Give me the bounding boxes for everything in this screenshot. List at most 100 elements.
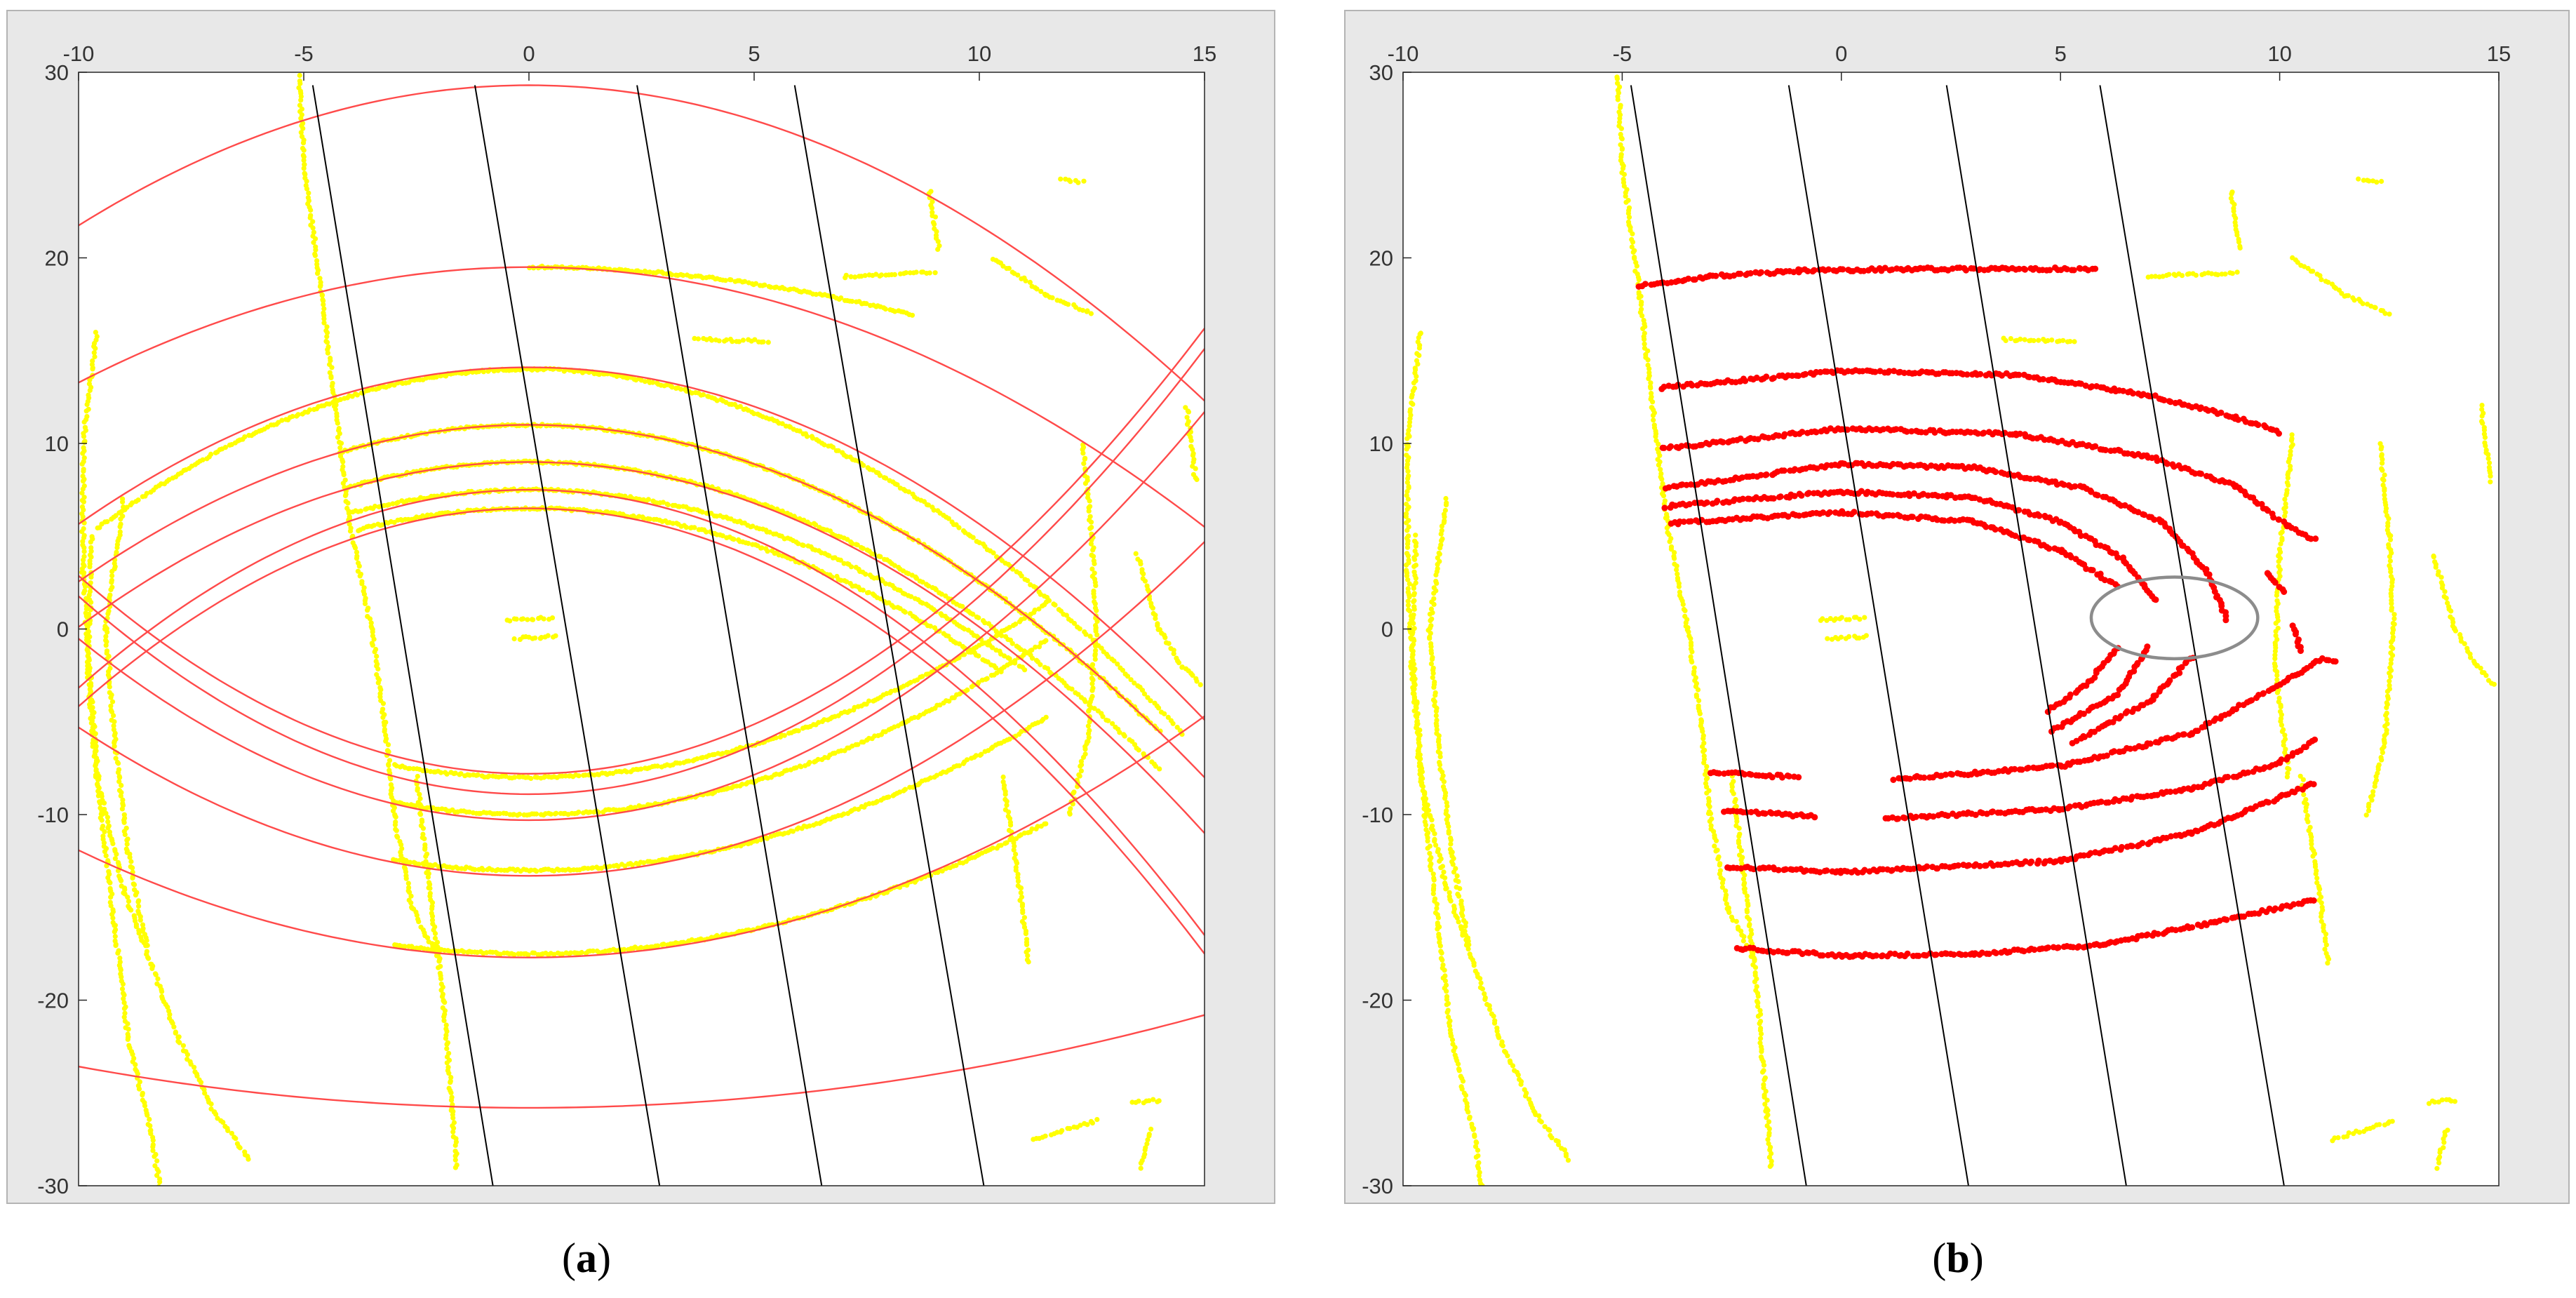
data-point [103,853,109,859]
data-point [909,312,915,318]
data-point [1712,843,1717,849]
data-point [1619,136,1625,142]
data-point [838,295,844,301]
data-point [1740,876,1747,882]
data-point [1639,313,1645,319]
data-point [1447,890,1452,895]
plot-content [1403,74,2497,1186]
data-point [1465,1109,1471,1115]
data-point [407,765,412,771]
data-point [1689,649,1695,655]
data-point [452,1157,458,1163]
data-point [1471,1126,1477,1132]
data-point [1744,909,1750,915]
data-point [429,899,436,906]
data-point [1004,840,1009,845]
data-point [1646,366,1652,372]
data-point [1013,851,1019,857]
data-point [1415,361,1421,367]
data-point [1645,348,1651,354]
data-point [1683,620,1689,626]
data-point [1562,1147,1567,1153]
data-point [1715,856,1721,862]
data-point [1446,1015,1451,1020]
data-point [844,579,850,584]
data-point [1623,194,1628,199]
data-point [736,339,742,344]
data-point [1433,713,1439,718]
data-point [2302,264,2307,269]
data-point [1077,626,1082,631]
data-point [1442,507,1448,514]
data-point [412,803,418,809]
data-point [1634,263,1639,269]
data-point [84,670,90,676]
data-point [147,1123,153,1129]
data-point [1428,867,1434,873]
data-point [740,337,746,343]
data-point [1411,556,1418,563]
data-point [514,616,519,622]
data-point [1752,979,1757,984]
data-point [1473,1154,1479,1160]
data-point [813,292,819,297]
data-point [423,854,429,859]
data-point [420,826,427,831]
data-point [528,775,534,782]
data-point [1457,885,1463,892]
data-point [590,865,596,871]
data-point [290,413,295,420]
data-point [1496,1035,1502,1041]
data-point [1695,687,1701,693]
data-point [807,823,812,829]
data-point [1045,666,1051,671]
data-point [372,649,377,655]
data-point [1122,733,1127,739]
data-point [1425,838,1430,844]
data-point [2008,336,2013,342]
data-point [81,557,86,563]
plot-area [1403,72,2499,1186]
data-point [1077,773,1082,779]
data-point [1411,708,1417,714]
data-point [1744,893,1750,899]
data-point [1761,1062,1767,1068]
data-point [149,965,155,971]
data-point [1413,575,1418,581]
data-point [375,666,381,672]
data-point [1007,736,1012,742]
data-point [655,763,660,769]
data-point [1668,547,1674,552]
data-point [1136,1098,1141,1104]
data-point [2233,223,2239,229]
data-point [446,1071,452,1076]
data-point [81,570,87,575]
data-point [1407,581,1412,587]
data-point [147,1116,152,1122]
data-point [118,967,123,972]
data-point [495,368,501,373]
data-point [723,278,728,283]
data-point [556,867,562,873]
data-point [1011,847,1017,852]
data-point [650,380,656,385]
data-point [1416,353,1422,359]
data-point [79,461,85,467]
data-point [1682,608,1688,614]
data-point [509,367,515,373]
data-point [1106,654,1111,660]
data-point [1482,996,1488,1002]
data-point [1456,1061,1461,1067]
data-point [1736,834,1742,839]
data-point [1713,848,1719,854]
data-point [1417,771,1423,777]
data-point [1087,526,1093,531]
data-point [403,876,409,881]
data-point [1148,698,1153,704]
data-point [665,502,671,508]
data-point [1736,840,1742,846]
data-point [354,549,360,555]
data-point [788,512,793,518]
data-point [1460,913,1465,918]
data-point [1444,989,1449,994]
